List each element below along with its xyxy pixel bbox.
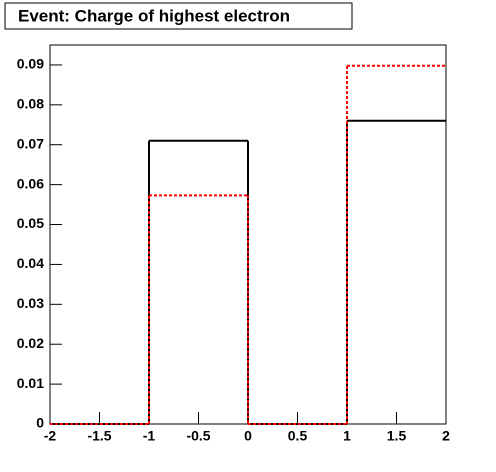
- y-tick-label: 0: [36, 415, 44, 431]
- y-tick-label: 0.02: [17, 335, 44, 351]
- y-tick-label: 0.01: [17, 375, 44, 391]
- y-tick-label: 0.03: [17, 295, 44, 311]
- chart-title: Event: Charge of highest electron: [18, 6, 290, 25]
- x-tick-label: -2: [44, 428, 57, 444]
- y-tick-label: 0.05: [17, 215, 44, 231]
- y-tick-label: 0.08: [17, 96, 44, 112]
- y-tick-label: 0.06: [17, 175, 44, 191]
- x-tick-label: 0.5: [288, 428, 308, 444]
- title-box: [4, 2, 353, 30]
- x-tick-label: -1.5: [87, 428, 111, 444]
- y-tick-label: 0.07: [17, 135, 44, 151]
- x-tick-label: 1.5: [387, 428, 407, 444]
- x-tick-label: 0: [244, 428, 252, 444]
- y-tick-label: 0.09: [17, 56, 44, 72]
- x-tick-label: 1: [343, 428, 351, 444]
- y-tick-label: 0.04: [17, 255, 44, 271]
- x-tick-label: 2: [442, 428, 450, 444]
- x-tick-label: -0.5: [186, 428, 210, 444]
- x-tick-label: -1: [143, 428, 156, 444]
